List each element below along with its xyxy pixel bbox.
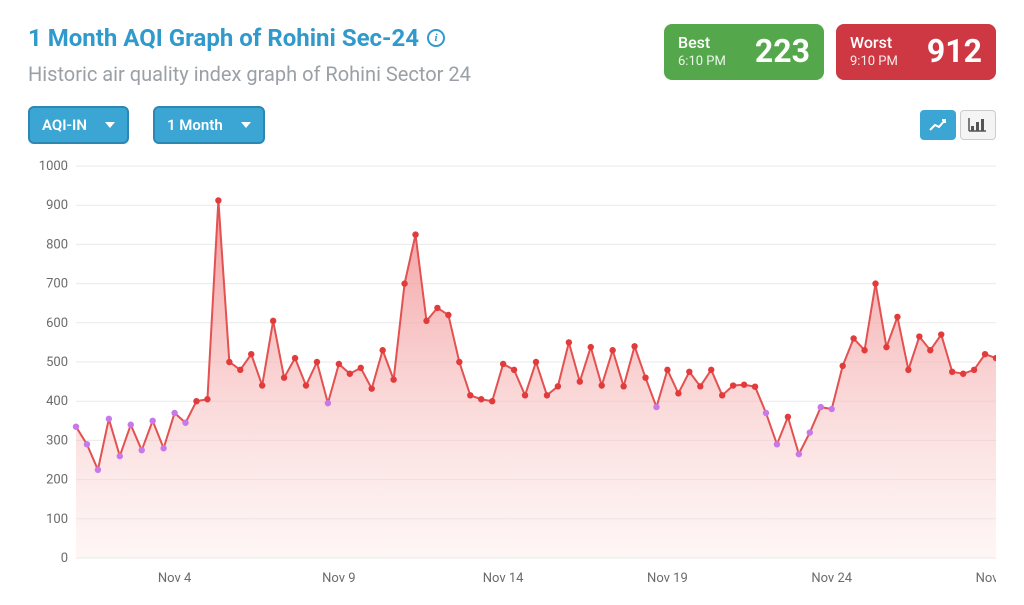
svg-text:Nov 9: Nov 9 [322,571,355,586]
metric-dropdown-label: AQI-IN [42,116,87,134]
line-chart-icon [928,117,948,133]
svg-text:Nov 14: Nov 14 [483,571,524,586]
best-time: 6:10 PM [678,54,726,69]
svg-text:0: 0 [61,551,68,566]
dropdown-group: AQI-IN 1 Month [28,106,265,144]
svg-text:400: 400 [46,394,68,409]
range-dropdown-label: 1 Month [167,116,223,134]
info-icon[interactable]: i [427,29,445,47]
svg-text:300: 300 [46,433,68,448]
chevron-down-icon [241,122,251,128]
page-title: 1 Month AQI Graph of Rohini Sec-24 [28,24,419,52]
svg-text:200: 200 [46,473,68,488]
stat-cards: Best 6:10 PM 223 Worst 9:10 PM 912 [664,24,996,80]
bar-chart-toggle[interactable] [960,110,996,140]
svg-text:100: 100 [46,512,68,527]
title-line: 1 Month AQI Graph of Rohini Sec-24 i [28,24,471,52]
svg-text:800: 800 [46,237,68,252]
controls-row: AQI-IN 1 Month [28,106,996,144]
line-chart-toggle[interactable] [920,110,956,140]
chart-container: 0 100 200 300 400 500 600 700 800 900 1000 Nov 4 Nov… [28,158,996,598]
header-row: 1 Month AQI Graph of Rohini Sec-24 i His… [28,24,996,86]
best-card: Best 6:10 PM 223 [664,24,824,80]
view-toggle-group [920,110,996,140]
title-block: 1 Month AQI Graph of Rohini Sec-24 i His… [28,24,471,86]
bar-chart-icon [968,117,988,133]
best-label: Best [678,33,726,52]
worst-card: Worst 9:10 PM 912 [836,24,996,80]
chevron-down-icon [105,122,115,128]
svg-text:Nov 19: Nov 19 [647,571,688,586]
svg-text:600: 600 [46,316,68,331]
worst-time: 9:10 PM [850,54,898,69]
svg-text:900: 900 [46,198,68,213]
svg-text:Nov 24: Nov 24 [811,571,852,586]
svg-text:Nov 4: Nov 4 [158,571,192,586]
aqi-chart: 0 100 200 300 400 500 600 700 800 900 1000 Nov 4 Nov… [28,158,996,598]
worst-label: Worst [850,33,898,52]
svg-text:700: 700 [46,277,68,292]
svg-text:Nov 29: Nov 29 [976,571,996,586]
worst-value: 912 [927,32,982,70]
svg-text:1000: 1000 [39,159,68,174]
best-value: 223 [755,32,810,70]
page-subtitle: Historic air quality index graph of Rohi… [28,62,471,86]
metric-dropdown[interactable]: AQI-IN [28,106,129,144]
range-dropdown[interactable]: 1 Month [153,106,265,144]
svg-text:500: 500 [46,355,68,370]
